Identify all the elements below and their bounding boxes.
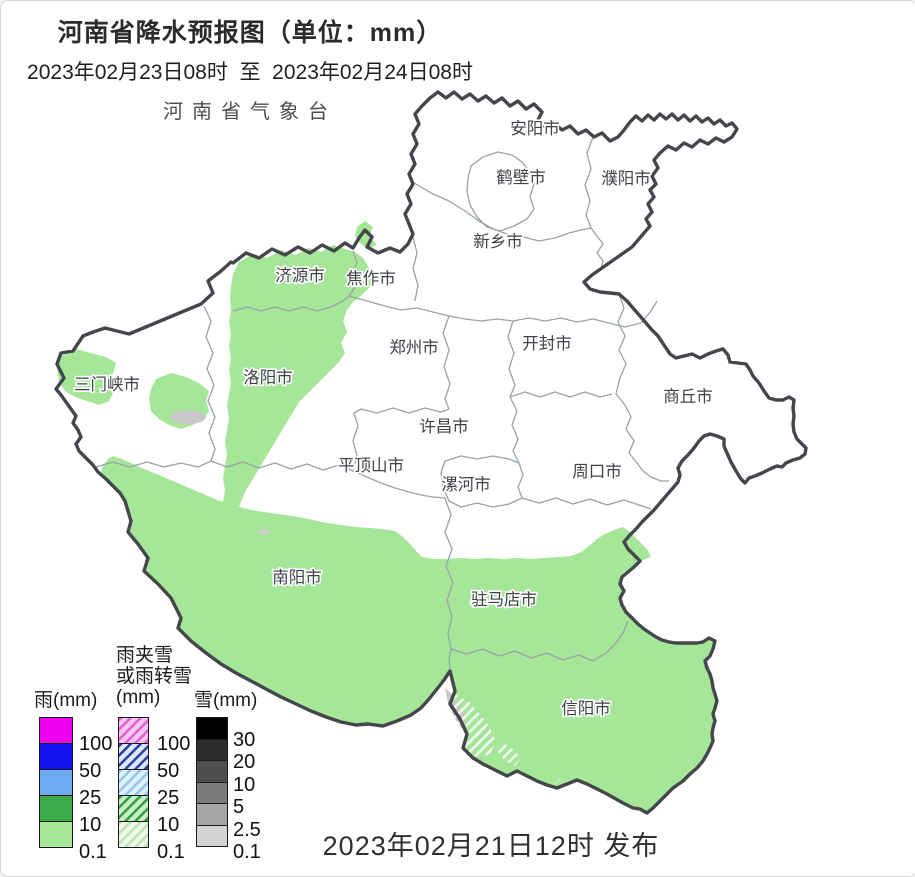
legend-sleet-label-line3: (mm) [116, 687, 161, 708]
legend-snow-label: 雪(mm) [194, 690, 258, 711]
legend-swatch [39, 717, 73, 744]
legend-swatch [118, 769, 149, 796]
legend-swatch [196, 738, 228, 761]
legend-tick: 100 [157, 733, 191, 756]
city-label: 濮阳市 [601, 169, 651, 188]
legend-tick: 25 [79, 787, 102, 810]
forecast-period: 2023年02月23日08时 至 2023年02月24日08时 [27, 61, 473, 84]
page-title: 河南省降水预报图（单位：mm） [57, 19, 443, 47]
city-label: 开封市 [522, 334, 572, 353]
legend-tick: 100 [79, 733, 113, 756]
map-header: 河南省降水预报图（单位：mm） 2023年02月23日08时 至 2023年02… [9, 13, 491, 124]
city-label: 焦作市 [346, 269, 396, 288]
legend-snow-swatches [196, 717, 228, 847]
legend-sleet-label: 雨夹雪 或雨转雪 (mm) [116, 645, 192, 708]
legend-tick: 0.1 [233, 841, 261, 864]
legend-sleet-label-line2: 或雨转雪 [116, 666, 193, 687]
city-label: 周口市 [572, 462, 622, 481]
city-label: 平顶山市 [338, 456, 404, 475]
legend-swatch [118, 743, 149, 770]
legend-tick: 2.5 [233, 818, 261, 841]
legend-swatch [196, 781, 228, 804]
legend-tick: 10 [79, 814, 102, 837]
city-label: 新乡市 [473, 232, 523, 251]
legend-tick: 50 [157, 760, 180, 783]
legend-tick: 0.1 [157, 841, 185, 864]
legend-rain-label: 雨(mm) [34, 690, 98, 711]
legend-tick: 10 [233, 773, 256, 796]
city-label: 漯河市 [441, 475, 491, 494]
city-label: 许昌市 [419, 417, 469, 436]
legend-tick: 25 [157, 787, 180, 810]
legend-swatch [118, 717, 149, 744]
city-label: 信阳市 [561, 699, 611, 718]
legend-swatch [196, 760, 228, 783]
city-label: 安阳市 [510, 119, 560, 138]
legend-tick: 20 [233, 751, 256, 774]
agency-name: 河南省气象台 [163, 101, 337, 123]
city-label: 鹤壁市 [496, 168, 546, 187]
legend-tick: 30 [233, 728, 256, 751]
legend-swatch [39, 743, 73, 770]
legend-swatch [39, 821, 73, 848]
legend-tick: 5 [233, 796, 245, 819]
legend-swatch [196, 803, 228, 826]
legend-swatch [39, 795, 73, 822]
legend-tick: 0.1 [79, 841, 107, 864]
legend-swatch [39, 769, 73, 796]
city-label: 洛阳市 [243, 368, 293, 387]
legend-tick: 50 [79, 760, 102, 783]
legend-swatch [118, 795, 149, 822]
legend-swatch [196, 824, 228, 847]
city-label: 南阳市 [272, 568, 322, 587]
city-label: 驻马店市 [471, 590, 537, 609]
legend-rain-swatches [39, 717, 73, 848]
city-label: 商丘市 [663, 387, 713, 406]
issue-time: 2023年02月21日12时 发布 [322, 831, 660, 861]
legend-sleet-label-line1: 雨夹雪 [116, 645, 174, 666]
legend-tick: 10 [157, 814, 180, 837]
city-label: 济源市 [275, 266, 325, 285]
city-boundaries [95, 136, 669, 672]
legend-sleet-swatches [118, 717, 149, 848]
legend-swatch [196, 717, 228, 740]
city-label: 郑州市 [389, 338, 439, 357]
henan-province-outline [54, 90, 808, 815]
legend-swatch [118, 821, 149, 848]
city-label: 三门峡市 [74, 375, 140, 394]
